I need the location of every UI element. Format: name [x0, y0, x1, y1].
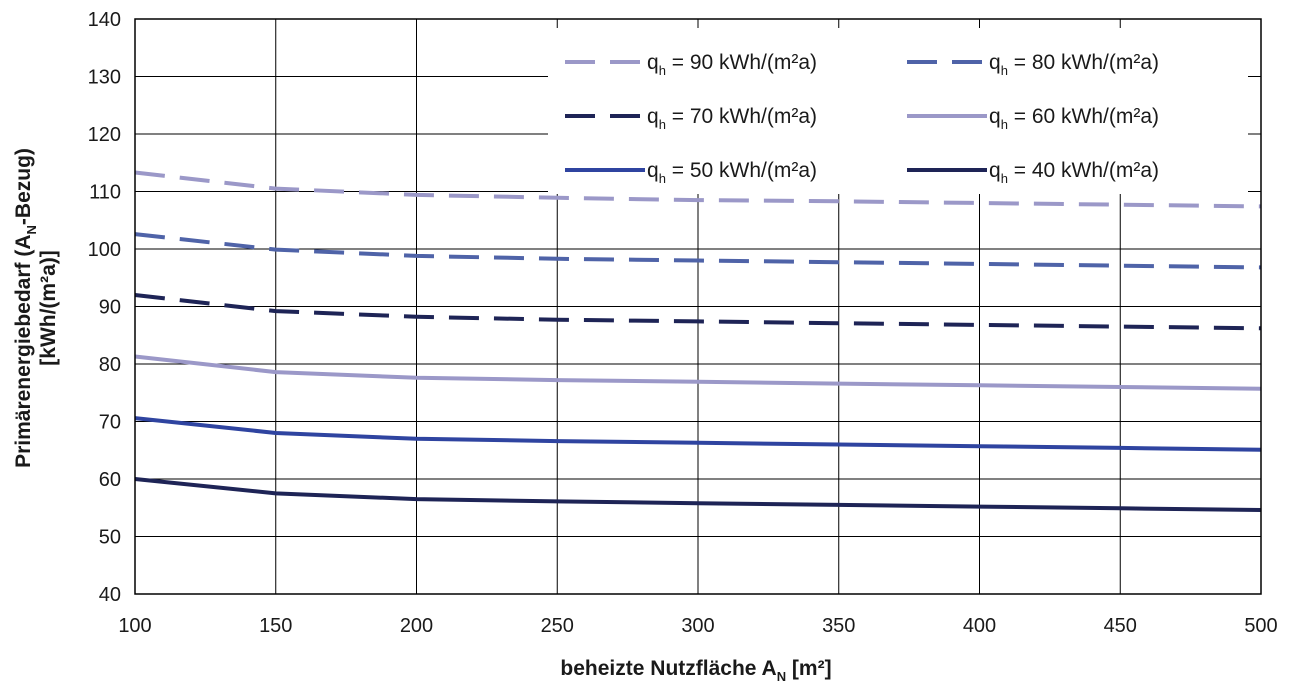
- x-tick-label: 150: [259, 615, 292, 637]
- x-tick-label: 450: [1104, 615, 1137, 637]
- legend-label-5: qh = 50 kWh/(m²a): [647, 159, 817, 186]
- x-tick-label: 350: [822, 615, 855, 637]
- x-tick-label: 400: [963, 615, 996, 637]
- y-tick-label: 130: [88, 67, 121, 89]
- y-axis-title-line1: Primärenergiebedarf (AN-Bezug): [12, 148, 39, 468]
- series-line-4: [134, 354, 1262, 391]
- series-line-3: [134, 293, 1262, 331]
- x-axis-title-subscript: N: [777, 669, 786, 684]
- legend-label-2: qh = 80 kWh/(m²a): [989, 51, 1159, 78]
- legend: qh = 90 kWh/(m²a) qh = 80 kWh/(m²a) qh = 7…: [548, 28, 1248, 194]
- x-axis-title: beheizte Nutzfläche AN [m²]: [560, 657, 831, 684]
- y-tick-label: 100: [88, 239, 121, 261]
- y-axis-title-subscript: N: [24, 225, 39, 234]
- x-tick-label: 250: [541, 615, 574, 637]
- series-line-1: [134, 170, 1262, 209]
- x-axis-title-unit: [m²]: [786, 657, 832, 680]
- legend-label-6: qh = 40 kWh/(m²a): [989, 159, 1159, 186]
- x-axis-tick-labels: 100 150 200 250 300 350 400 450 500: [118, 615, 1277, 637]
- series-line-6: [134, 477, 1262, 512]
- y-tick-label: 60: [99, 469, 121, 491]
- y-axis-title-line2: [kWh/(m²a)]: [37, 250, 60, 365]
- legend-label-1: qh = 90 kWh/(m²a): [647, 51, 817, 78]
- x-tick-label: 300: [681, 615, 714, 637]
- y-tick-label: 70: [99, 412, 121, 434]
- y-tick-label: 80: [99, 354, 121, 376]
- y-axis-title: Primärenergiebedarf (AN-Bezug) [kWh/(m²a…: [12, 148, 60, 468]
- y-tick-label: 110: [89, 182, 121, 204]
- y-axis-tick-labels: 40 50 60 70 80 90 100 110 120 130 140: [88, 9, 121, 606]
- legend-label-4: qh = 60 kWh/(m²a): [989, 105, 1159, 132]
- y-tick-label: 90: [99, 297, 121, 319]
- plot-area-frame: [134, 18, 1262, 595]
- y-tick-label: 50: [99, 527, 121, 549]
- x-tick-label: 200: [400, 615, 433, 637]
- legend-background: [548, 28, 1248, 194]
- x-tick-label: 500: [1244, 615, 1277, 637]
- y-axis-title-main: Primärenergiebedarf (A: [12, 234, 35, 467]
- series-line-2: [134, 232, 1262, 270]
- y-tick-label: 40: [99, 584, 121, 606]
- y-tick-label: 120: [88, 124, 121, 146]
- series-layer: [134, 170, 1262, 512]
- x-axis-title-main: beheizte Nutzfläche A: [560, 657, 776, 680]
- x-tick-label: 100: [118, 615, 151, 637]
- y-axis-title-tail: -Bezug): [12, 148, 35, 225]
- y-tick-label: 140: [88, 9, 121, 31]
- legend-label-3: qh = 70 kWh/(m²a): [647, 105, 817, 132]
- series-line-5: [134, 416, 1262, 452]
